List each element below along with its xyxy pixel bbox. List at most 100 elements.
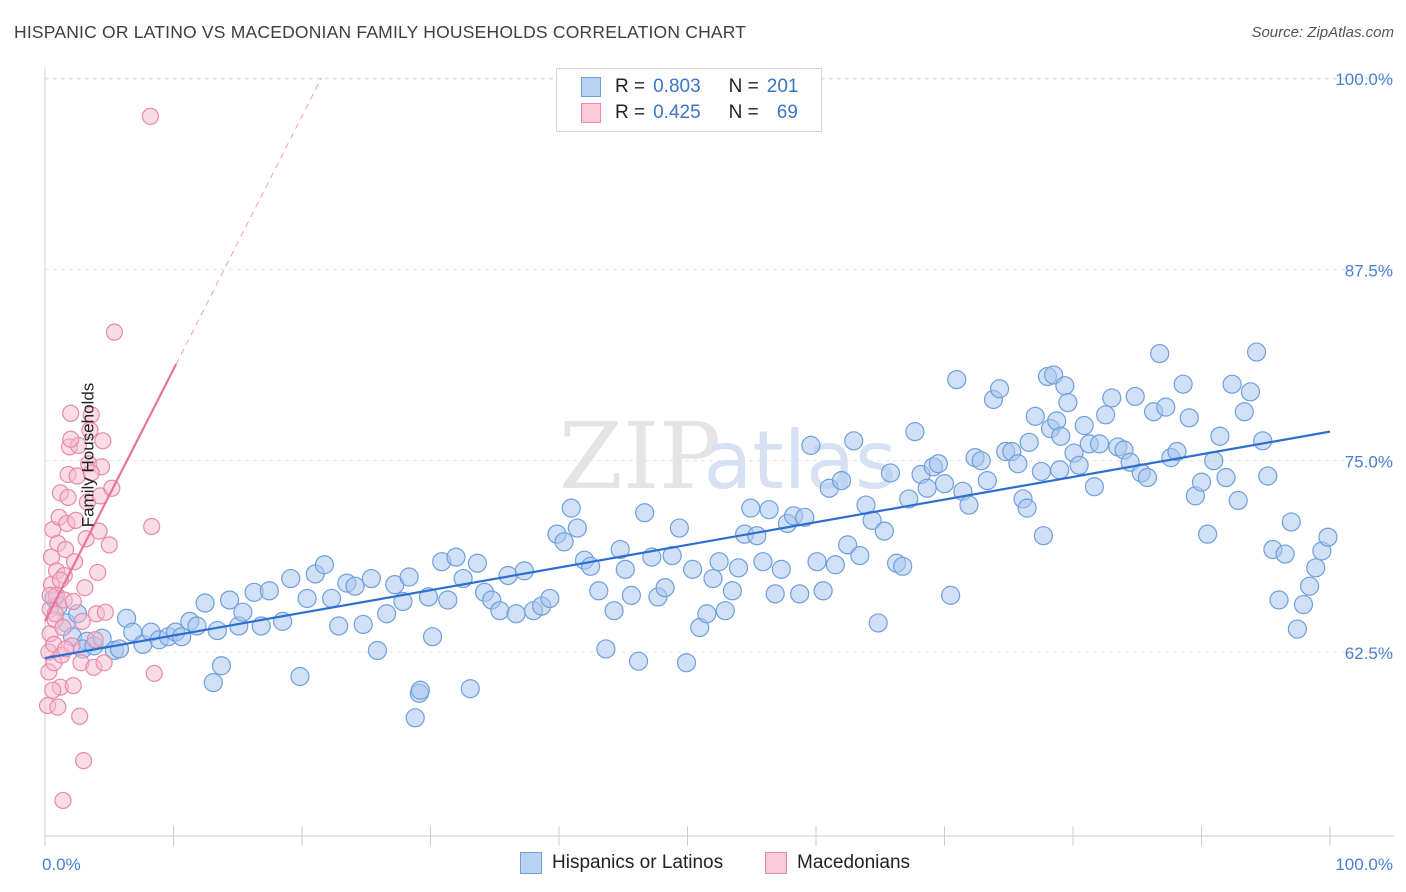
point-hispanics-188 xyxy=(1253,431,1273,451)
point-hispanics-133 xyxy=(959,495,979,515)
point-hispanics-55 xyxy=(446,547,466,567)
point-hispanics-78 xyxy=(615,559,635,579)
point-hispanics-148 xyxy=(1050,460,1070,480)
point-hispanics-162 xyxy=(1096,405,1116,425)
point-hispanics-40 xyxy=(345,576,365,596)
point-macedonians-36 xyxy=(74,752,93,770)
point-macedonians-26 xyxy=(62,404,80,422)
point-hispanics-33 xyxy=(290,666,310,687)
point-hispanics-81 xyxy=(635,503,655,523)
y-tick-label-2: 87.5% xyxy=(1345,261,1393,280)
point-hispanics-95 xyxy=(728,558,749,578)
point-macedonians-60 xyxy=(49,698,67,716)
point-hispanics-92 xyxy=(709,552,729,572)
point-hispanics-75 xyxy=(596,639,616,659)
point-hispanics-169 xyxy=(1137,467,1158,488)
point-macedonians-53 xyxy=(100,536,118,554)
point-hispanics-174 xyxy=(1167,441,1187,462)
chart-title: HISPANIC OR LATINO VS MACEDONIAN FAMILY … xyxy=(14,22,747,42)
point-hispanics-32 xyxy=(281,568,301,589)
legend-n-label: N = xyxy=(728,76,759,97)
point-hispanics-113 xyxy=(838,535,858,555)
point-hispanics-42 xyxy=(361,568,381,589)
point-hispanics-79 xyxy=(621,585,642,605)
point-hispanics-111 xyxy=(825,555,845,575)
legend-row-macedonians: R = 0.425 N = 69 xyxy=(581,101,798,125)
point-hispanics-102 xyxy=(771,559,791,579)
point-hispanics-191 xyxy=(1269,590,1289,610)
point-macedonians-55 xyxy=(105,323,123,341)
point-macedonians-56 xyxy=(141,107,159,125)
point-macedonians-58 xyxy=(145,664,163,683)
legend-swatch-blue xyxy=(581,77,601,97)
stats-legend: R = 0.803 N = 201 R = 0.425 N = 69 xyxy=(556,68,822,132)
point-hispanics-70 xyxy=(561,498,581,518)
point-hispanics-25 xyxy=(219,590,240,610)
trend-line-macedonians-extension xyxy=(175,77,322,365)
point-hispanics-154 xyxy=(1051,426,1071,446)
point-macedonians-30 xyxy=(67,511,85,529)
point-hispanics-120 xyxy=(880,463,901,483)
point-hispanics-179 xyxy=(1198,524,1218,544)
legend-row-hispanics: R = 0.803 N = 201 xyxy=(581,75,798,99)
bottom-legend-label-macedonians: Macedonians xyxy=(797,852,911,873)
point-hispanics-41 xyxy=(353,614,373,635)
point-hispanics-27 xyxy=(233,602,253,622)
point-hispanics-80 xyxy=(628,651,649,671)
point-hispanics-194 xyxy=(1287,619,1307,639)
point-hispanics-22 xyxy=(203,673,223,693)
point-hispanics-181 xyxy=(1210,426,1230,446)
trend-lines xyxy=(44,77,1331,660)
point-hispanics-64 xyxy=(514,561,534,581)
point-hispanics-192 xyxy=(1275,544,1295,564)
point-hispanics-122 xyxy=(893,556,913,576)
point-hispanics-76 xyxy=(604,601,624,621)
point-macedonians-33 xyxy=(71,707,89,725)
point-hispanics-182 xyxy=(1216,467,1236,488)
point-macedonians-46 xyxy=(89,563,107,582)
point-hispanics-135 xyxy=(971,451,991,471)
point-hispanics-180 xyxy=(1204,451,1224,471)
point-hispanics-87 xyxy=(676,653,697,673)
point-hispanics-107 xyxy=(801,435,821,455)
point-hispanics-94 xyxy=(722,581,742,601)
tick-labels: 62.5% 75.0% 87.5% 100.0% 0.0% 100.0% xyxy=(42,70,1393,874)
point-hispanics-183 xyxy=(1222,374,1242,394)
point-hispanics-144 xyxy=(1025,406,1045,426)
watermark-atlas: atlas xyxy=(703,414,896,507)
point-hispanics-58 xyxy=(467,553,488,573)
source-label: Source: ZipAtlas.com xyxy=(1251,24,1394,41)
point-macedonians-42 xyxy=(82,406,100,424)
trend-line-macedonians xyxy=(44,363,178,622)
point-hispanics-197 xyxy=(1306,558,1326,578)
point-hispanics-69 xyxy=(554,532,574,552)
point-hispanics-37 xyxy=(321,588,342,609)
x-tick-label-0: 0.0% xyxy=(42,855,81,874)
point-macedonians-18 xyxy=(54,618,72,637)
point-hispanics-126 xyxy=(917,478,937,498)
point-macedonians-66 xyxy=(82,464,100,482)
point-hispanics-109 xyxy=(813,581,833,601)
point-hispanics-10 xyxy=(109,639,130,659)
point-hispanics-86 xyxy=(669,518,689,538)
bottom-legend-macedonians: Macedonians xyxy=(765,852,910,874)
bottom-legend-label-hispanics: Hispanics or Latinos xyxy=(552,852,724,873)
point-macedonians-21 xyxy=(56,540,75,559)
point-hispanics-123 xyxy=(899,489,919,509)
point-hispanics-24 xyxy=(207,620,227,641)
point-hispanics-193 xyxy=(1281,512,1301,532)
point-hispanics-176 xyxy=(1179,408,1199,428)
point-hispanics-43 xyxy=(367,640,388,661)
point-hispanics-48 xyxy=(405,708,425,728)
point-hispanics-178 xyxy=(1191,472,1212,492)
point-hispanics-105 xyxy=(790,584,810,604)
point-hispanics-128 xyxy=(928,454,948,474)
point-hispanics-141 xyxy=(1008,454,1028,474)
bottom-legend-hispanics: Hispanics or Latinos xyxy=(520,852,723,874)
y-tick-label-1: 75.0% xyxy=(1345,453,1393,472)
point-hispanics-186 xyxy=(1240,382,1261,402)
point-hispanics-50 xyxy=(410,680,430,700)
point-hispanics-91 xyxy=(703,568,723,589)
point-hispanics-93 xyxy=(715,601,735,621)
point-hispanics-36 xyxy=(314,555,335,575)
